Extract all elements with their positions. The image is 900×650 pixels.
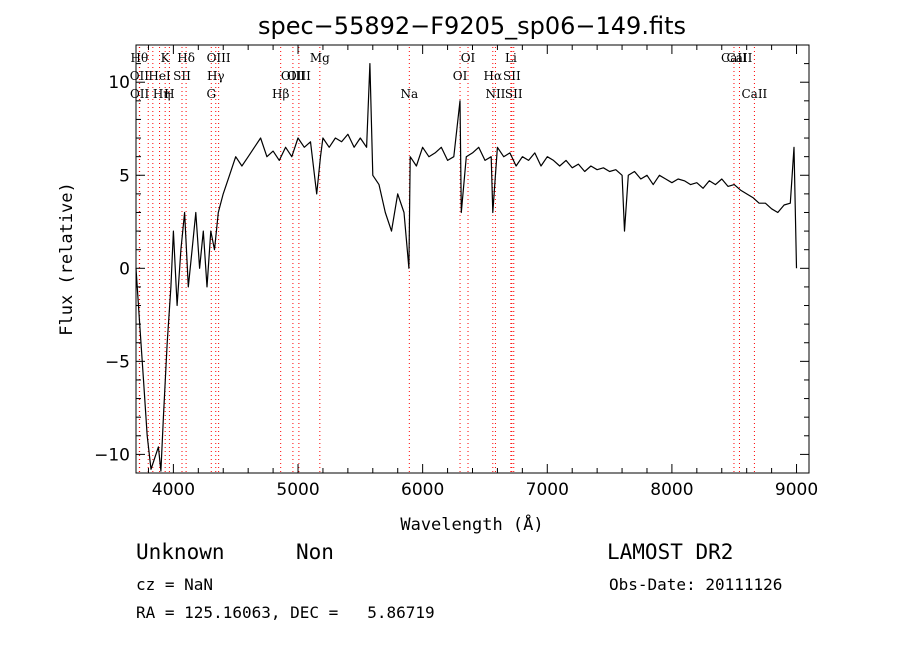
y-tick-label-2: 0 xyxy=(119,259,130,279)
line-marker-label-0: Hθ xyxy=(131,51,149,65)
line-marker-label-14: OIII xyxy=(287,69,311,83)
line-marker-label-6: H xyxy=(164,87,174,101)
line-marker-label-22: SII xyxy=(503,69,521,83)
y-tick-label-4: 10 xyxy=(108,73,130,93)
line-marker-label-11: G xyxy=(206,87,216,101)
line-marker-label-13: OIII xyxy=(281,69,305,83)
line-marker-label-19: Hα xyxy=(484,69,503,83)
line-marker-label-5: HeI xyxy=(148,69,171,83)
line-marker-label-15: Mg xyxy=(310,51,330,65)
obs-date-text: Obs-Date: 20111126 xyxy=(609,575,783,594)
x-axis-label: Wavelength (Å) xyxy=(400,513,543,535)
line-marker-label-2: OII xyxy=(130,87,150,101)
line-marker-label-23: SII xyxy=(505,87,523,101)
line-marker-label-8: Hδ xyxy=(177,51,195,65)
line-marker-label-12: Hβ xyxy=(272,87,289,101)
coordinates-text: RA = 125.16063, DEC = 5.86719 xyxy=(136,603,435,622)
subclass-label: Non xyxy=(296,540,334,564)
x-tick-label-2: 6000 xyxy=(401,480,444,500)
line-marker-label-10: Hγ xyxy=(207,69,225,83)
y-tick-label-0: −10 xyxy=(94,445,130,465)
y-tick-label-1: −5 xyxy=(105,352,130,372)
line-marker-label-4: K xyxy=(161,51,171,65)
line-marker-label-3: Hη xyxy=(153,87,171,101)
spectral-line-markers xyxy=(138,47,755,473)
line-marker-label-16: Na xyxy=(400,87,418,101)
line-marker-label-1: OII xyxy=(130,69,150,83)
survey-label: LAMOST DR2 xyxy=(607,540,734,564)
line-marker-label-7: SII xyxy=(173,69,191,83)
line-marker-label-9: OIII xyxy=(207,51,231,65)
x-tick-label-3: 7000 xyxy=(526,480,569,500)
line-marker-label-21: Li xyxy=(505,51,517,65)
chart-title: spec−55892−F9205_sp06−149.fits xyxy=(258,12,686,40)
line-marker-label-24: CaII xyxy=(721,51,747,65)
x-tick-label-5: 9000 xyxy=(775,480,818,500)
flux-series xyxy=(135,63,798,472)
class-label: Unknown xyxy=(136,540,225,564)
line-marker-label-26: CaII xyxy=(741,87,767,101)
plot-frame xyxy=(135,44,810,474)
line-marker-label-25: CaII xyxy=(727,51,753,65)
line-marker-label-18: OI xyxy=(461,51,476,65)
tick-marks: 4000 5000 6000 7000 8000 9000 −10 −5 0 5 10 xyxy=(94,44,818,500)
line-marker-label-20: NII xyxy=(485,87,505,101)
y-axis-label: Flux (relative) xyxy=(57,182,77,336)
x-tick-label-0: 4000 xyxy=(152,480,195,500)
line-marker-label-17: OI xyxy=(453,69,468,83)
redshift-text: cz = NaN xyxy=(136,575,214,594)
x-tick-label-1: 5000 xyxy=(276,480,319,500)
y-tick-label-3: 5 xyxy=(119,166,130,186)
x-tick-label-4: 8000 xyxy=(650,480,693,500)
axes xyxy=(135,44,810,474)
flux-line-0 xyxy=(135,63,798,472)
